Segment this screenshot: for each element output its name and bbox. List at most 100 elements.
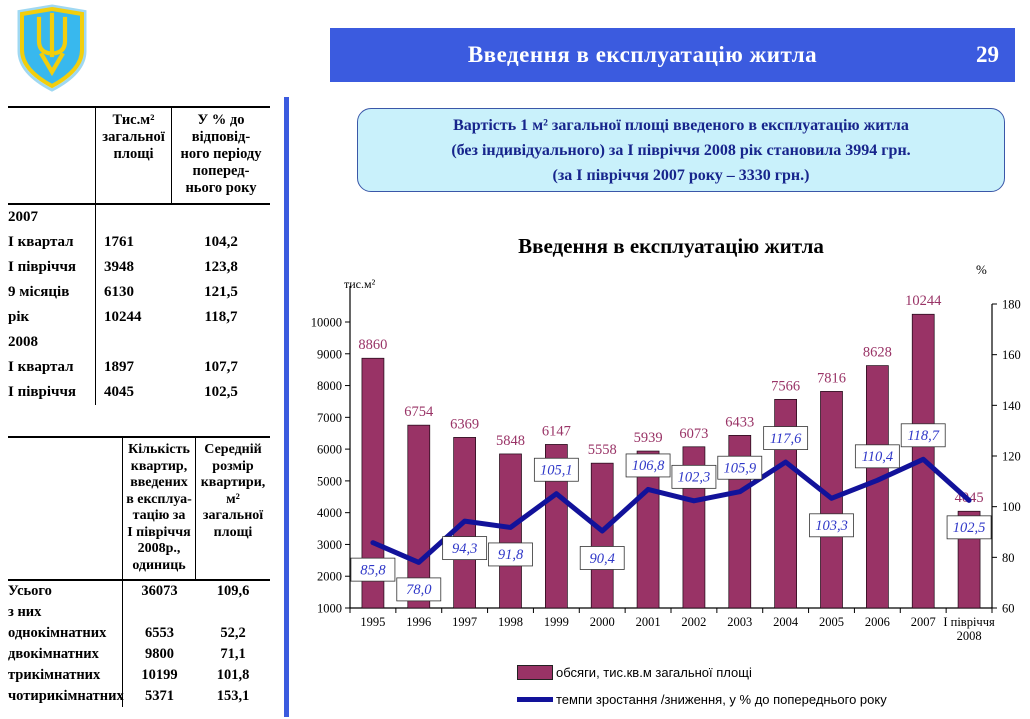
t2-row-label: з них <box>8 602 123 623</box>
t1-row-area <box>96 330 172 355</box>
t2-row-count: 10199 <box>141 667 178 683</box>
t2-row-size <box>196 602 270 623</box>
t1-row-area: 6130 <box>104 284 134 300</box>
rate-label: 105,9 <box>723 461 756 477</box>
page-title: Введення в експлуатацію житла <box>467 42 818 67</box>
svg-text:140: 140 <box>1002 399 1021 413</box>
t2-row-label: трикімнатних <box>8 665 123 686</box>
left-axis-unit: тис.м² <box>344 277 376 291</box>
x-category-label: 2008 <box>957 629 982 643</box>
line-swatch-icon <box>517 696 553 702</box>
t2-row-size: 71,1 <box>220 646 246 662</box>
bar-1998 <box>499 453 522 609</box>
rate-label: 106,8 <box>632 458 665 474</box>
x-category-label: 2005 <box>819 615 844 629</box>
x-category-label: 1997 <box>452 615 477 629</box>
t1-row-area: 1897 <box>104 359 134 375</box>
bar-value-label: 5558 <box>588 442 617 458</box>
svg-text:10000: 10000 <box>311 316 342 330</box>
right-axis-unit: % <box>976 262 987 277</box>
t1-row-label: 2007 <box>8 205 96 230</box>
t1-row-pct: 102,5 <box>204 384 238 400</box>
rate-label-box <box>717 455 763 480</box>
bar-1999 <box>545 444 568 609</box>
svg-text:3000: 3000 <box>317 538 342 552</box>
t1-row-area: 10244 <box>104 309 142 325</box>
info-line-3: (за І півріччя 2007 року – 3330 грн.) <box>552 166 810 184</box>
bar-value-label: 8628 <box>863 345 892 361</box>
t2-row-count <box>123 602 196 623</box>
legend-label-line: темпи зростання /зниження, у % до попере… <box>556 691 887 707</box>
t1-row-label: І півріччя <box>8 255 96 280</box>
bar-value-label: 5848 <box>496 433 525 449</box>
rate-label-box <box>900 423 946 448</box>
svg-text:8000: 8000 <box>317 379 342 393</box>
svg-text:7000: 7000 <box>317 411 342 425</box>
t2-row-label: двокімнатних <box>8 644 123 665</box>
page-number: 29 <box>976 42 999 67</box>
t1-row-area: 4045 <box>104 384 134 400</box>
rate-label: 118,7 <box>907 428 939 444</box>
x-category-label: 2003 <box>727 615 752 629</box>
t1-row-label: рік <box>8 305 96 330</box>
t1-row-pct: 104,2 <box>204 234 238 250</box>
rate-label-box <box>763 426 809 450</box>
svg-text:4000: 4000 <box>317 506 342 520</box>
t1-row-pct: 118,7 <box>204 309 238 325</box>
rate-label: 90,4 <box>590 551 615 567</box>
rate-label: 117,6 <box>770 431 802 447</box>
info-line-2: (без індивідуального) за І півріччя 2008… <box>451 141 911 159</box>
t1-row-label: І квартал <box>8 355 96 380</box>
x-category-label: 1996 <box>406 615 431 629</box>
ukraine-coat-of-arms-icon <box>17 4 87 92</box>
vertical-divider <box>284 97 289 717</box>
bar-2000 <box>590 462 614 609</box>
x-category-label: 1998 <box>498 615 523 629</box>
rate-label: 103,3 <box>815 518 848 534</box>
apartments-table: Кількість квартир, введених в експлуа- т… <box>8 436 270 707</box>
bar-value-label: 6369 <box>450 416 479 432</box>
rate-label: 110,4 <box>862 449 894 465</box>
header-bar: Введення в експлуатацію житла 29 <box>330 28 1015 82</box>
t2-row-count: 36073 <box>141 583 178 599</box>
rate-label-box <box>350 557 396 582</box>
svg-text:120: 120 <box>1002 450 1021 464</box>
trend-line <box>370 456 972 565</box>
svg-text:6000: 6000 <box>317 443 342 457</box>
t2-row-count: 6553 <box>145 625 174 641</box>
t1-header-col1 <box>8 106 96 205</box>
svg-text:5000: 5000 <box>317 474 342 488</box>
legend-label-bars: обсяги, тис.кв.м загальної площі <box>556 664 752 680</box>
t2-header-col1 <box>8 436 123 581</box>
bar-2006 <box>866 365 889 609</box>
rate-label-box <box>854 444 900 469</box>
bar-2004 <box>774 398 797 609</box>
t2-row-label: однокімнатних <box>8 623 123 644</box>
x-category-label: 2000 <box>590 615 615 629</box>
rate-label: 91,8 <box>498 547 524 563</box>
chart-legend: обсяги, тис.кв.м загальної площі темпи з… <box>517 664 887 719</box>
svg-text:2000: 2000 <box>317 570 342 584</box>
t2-row-size: 153,1 <box>216 688 250 704</box>
x-category-label: 2006 <box>865 615 890 629</box>
bar-value-label: 7566 <box>771 378 800 394</box>
t2-row-count: 5371 <box>145 688 174 704</box>
info-box: Вартість 1 м² загальної площі введеного … <box>357 108 1005 192</box>
rate-label-box <box>396 577 442 602</box>
svg-text:9000: 9000 <box>317 347 342 361</box>
x-category-label: 1999 <box>544 615 569 629</box>
area-summary-table: Тис.м² загальної площі У % до відповід- … <box>8 106 270 405</box>
rate-label: 105,1 <box>540 463 573 479</box>
t2-row-size: 52,2 <box>220 625 246 641</box>
legend-item-line: темпи зростання /зниження, у % до попере… <box>517 691 887 707</box>
t1-row-pct: 121,5 <box>204 284 238 300</box>
x-category-label: 2007 <box>911 615 936 629</box>
t1-row-area <box>96 205 172 230</box>
rate-label-box <box>946 515 992 540</box>
rate-label: 102,3 <box>678 470 711 486</box>
info-line-1: Вартість 1 м² загальної площі введеного … <box>453 116 909 134</box>
t1-row-pct <box>172 205 270 230</box>
rate-label-box <box>671 464 717 489</box>
bar-swatch-icon <box>517 664 553 680</box>
svg-text:160: 160 <box>1002 348 1021 362</box>
